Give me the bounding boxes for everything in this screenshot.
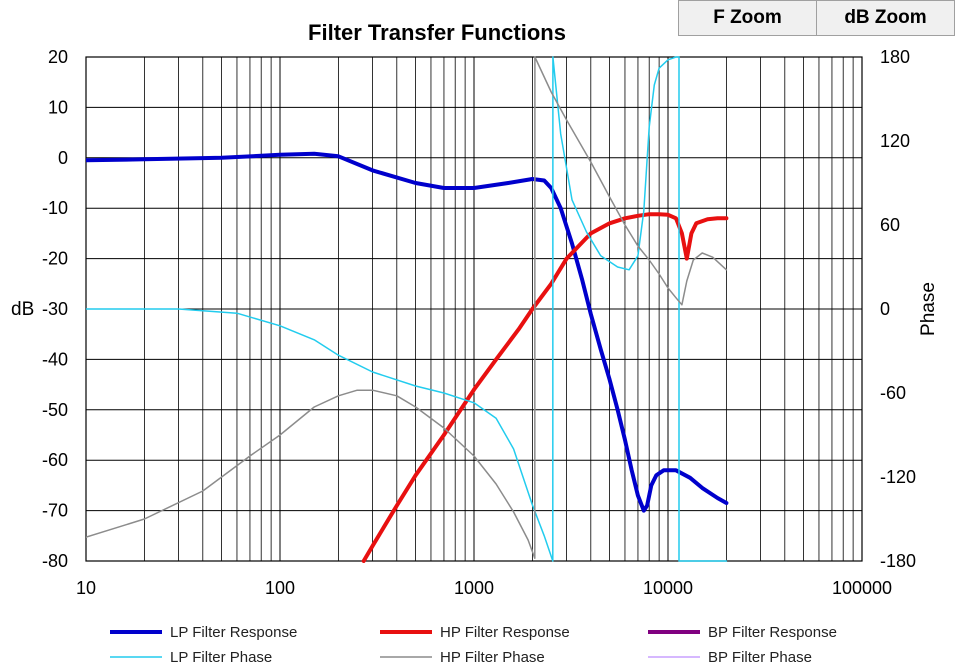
- y-tick-label: 0: [58, 148, 68, 168]
- y-tick-label: -70: [42, 501, 68, 521]
- f-zoom-button[interactable]: F Zoom: [678, 0, 817, 36]
- legend: LP Filter Response HP Filter Response BP F…: [110, 624, 837, 666]
- series-line-0: [86, 151, 729, 513]
- y2-tick-label: -60: [880, 383, 906, 403]
- legend-label-2: BP Filter Response: [708, 624, 837, 641]
- y-tick-label: -20: [42, 249, 68, 269]
- legend-label-1: HP Filter Response: [440, 624, 570, 641]
- x-tick-label: 100: [265, 578, 295, 598]
- legend-label-3: LP Filter Phase: [170, 649, 272, 666]
- y-tick-label: -30: [42, 299, 68, 319]
- y-axis-label: dB: [11, 299, 34, 320]
- legend-label-0: LP Filter Response: [170, 624, 297, 641]
- grid: [85, 56, 863, 562]
- y2-tick-label: -120: [880, 467, 916, 487]
- db-zoom-button[interactable]: dB Zoom: [816, 0, 955, 36]
- y-tick-label: -50: [42, 400, 68, 420]
- x-tick-label: 100000: [832, 578, 892, 598]
- x-tick-label: 1000: [454, 578, 494, 598]
- y2-tick-label: 0: [880, 299, 890, 319]
- y2-tick-label: 180: [880, 47, 910, 67]
- y2-tick-label: 60: [880, 215, 900, 235]
- y-tick-label: 10: [48, 97, 68, 117]
- y-tick-label: -10: [42, 198, 68, 218]
- series-line-1: [361, 212, 729, 563]
- x-tick-label: 10: [76, 578, 96, 598]
- series-line-3: [86, 56, 728, 562]
- axes-labels: 10 100 1000 10000 10000020100-10-20-30-40-50…: [11, 47, 939, 598]
- y-tick-label: -40: [42, 349, 68, 369]
- y2-tick-label: -180: [880, 551, 916, 571]
- x-tick-label: 10000: [643, 578, 693, 598]
- series-layer: [86, 56, 729, 563]
- y-tick-label: 20: [48, 47, 68, 67]
- legend-label-5: BP Filter Phase: [708, 649, 812, 666]
- y-tick-label: -60: [42, 450, 68, 470]
- y-tick-label: -80: [42, 551, 68, 571]
- y2-tick-label: 120: [880, 131, 910, 151]
- y2-axis-label: Phase: [918, 282, 939, 336]
- legend-label-4: HP Filter Phase: [440, 649, 545, 666]
- chart-title: Filter Transfer Functions: [308, 20, 566, 45]
- series-line-4: [86, 56, 728, 559]
